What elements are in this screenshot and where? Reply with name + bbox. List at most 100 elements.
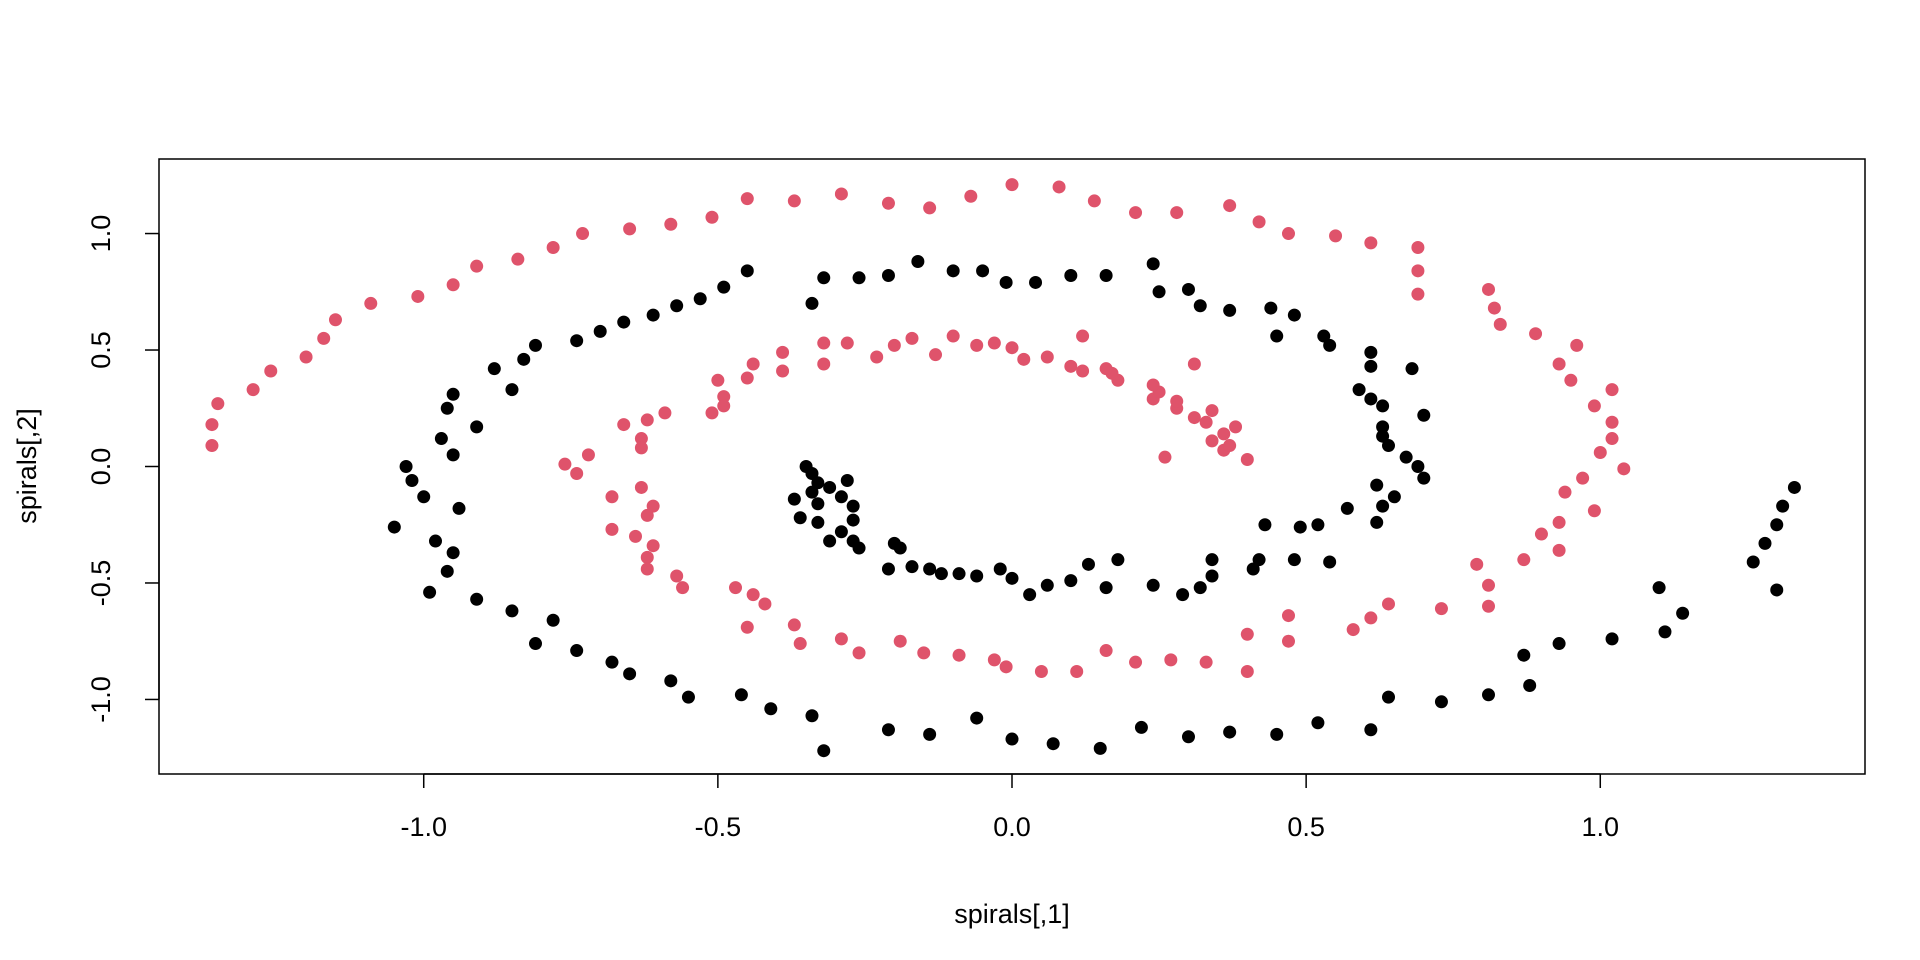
data-point-series-2 [852, 646, 866, 660]
data-point-series-2 [1281, 634, 1295, 648]
data-point-series-2 [1482, 282, 1496, 296]
data-point-series-1 [528, 338, 542, 352]
data-point-series-1 [1264, 301, 1278, 315]
data-point-series-2 [740, 620, 754, 634]
data-point-series-1 [817, 271, 831, 285]
data-point-series-2 [1252, 215, 1266, 229]
data-point-series-1 [1364, 359, 1378, 373]
data-point-series-1 [999, 275, 1013, 289]
data-point-series-1 [387, 520, 401, 534]
y-tick-label: -1.0 [86, 676, 116, 723]
x-tick-label: -1.0 [400, 812, 447, 842]
data-point-series-1 [1193, 299, 1207, 313]
data-point-series-2 [1164, 653, 1178, 667]
data-point-series-1 [1482, 688, 1496, 702]
data-point-series-1 [1746, 555, 1760, 569]
data-point-series-2 [1146, 378, 1160, 392]
data-point-series-1 [646, 308, 660, 322]
data-point-series-1 [623, 667, 637, 681]
data-point-series-2 [1170, 394, 1184, 408]
data-point-series-1 [570, 334, 584, 348]
data-point-series-1 [1411, 460, 1425, 473]
data-point-series-2 [1070, 665, 1084, 678]
data-point-series-2 [705, 210, 719, 224]
data-point-series-1 [787, 492, 801, 506]
data-point-series-2 [1223, 439, 1237, 453]
data-point-series-2 [1411, 264, 1425, 278]
data-point-series-1 [993, 562, 1007, 576]
data-point-series-1 [1287, 308, 1301, 322]
data-point-series-2 [1229, 420, 1243, 434]
data-point-series-1 [1552, 637, 1566, 651]
y-axis: -1.0 -0.5 0.0 0.5 1.0 [86, 215, 160, 723]
data-point-series-2 [893, 634, 907, 648]
data-point-series-1 [1146, 578, 1160, 592]
data-point-series-2 [834, 632, 848, 646]
data-point-series-1 [1340, 501, 1354, 515]
data-point-series-2 [634, 432, 648, 446]
data-point-series-2 [1587, 504, 1601, 518]
data-point-series-2 [576, 227, 590, 241]
data-point-series-2 [317, 331, 331, 345]
data-point-series-2 [917, 646, 931, 660]
data-point-series-1 [1023, 588, 1037, 602]
data-point-series-1 [811, 476, 825, 490]
data-point-series-2 [1205, 404, 1219, 418]
plot-frame [158, 158, 1866, 775]
data-point-series-1 [446, 387, 460, 401]
data-point-series-2 [1605, 383, 1619, 397]
data-point-series-1 [834, 490, 848, 504]
data-point-series-1 [817, 744, 831, 758]
data-point-series-1 [1517, 648, 1531, 662]
data-point-series-2 [558, 457, 572, 471]
data-point-series-2 [1064, 359, 1078, 373]
data-point-series-2 [634, 480, 648, 494]
data-point-series-2 [1558, 485, 1572, 499]
data-point-series-1 [470, 420, 484, 434]
data-point-series-2 [1017, 352, 1031, 366]
data-point-series-2 [1487, 301, 1501, 315]
data-point-series-1 [805, 296, 819, 310]
data-point-series-2 [1570, 338, 1584, 352]
data-point-series-2 [1381, 597, 1395, 611]
data-point-series-2 [881, 196, 895, 210]
data-point-series-1 [1205, 569, 1219, 583]
data-point-series-2 [1217, 427, 1231, 441]
data-point-series-2 [634, 441, 648, 455]
data-point-series-1 [805, 485, 819, 499]
data-point-series-2 [1099, 362, 1113, 376]
data-point-series-2 [1205, 434, 1219, 448]
data-point-series-1 [446, 546, 460, 560]
data-point-series-1 [1223, 303, 1237, 317]
data-point-series-2 [746, 357, 760, 371]
data-point-series-2 [1129, 206, 1143, 220]
data-point-series-1 [1381, 690, 1395, 704]
data-point-series-2 [1076, 364, 1090, 378]
data-point-series-2 [1329, 229, 1343, 243]
data-point-series-2 [1129, 655, 1143, 669]
data-point-series-1 [1270, 329, 1284, 343]
data-point-series-2 [629, 529, 643, 543]
data-point-series-2 [1605, 432, 1619, 446]
data-point-series-1 [446, 448, 460, 462]
data-point-series-2 [411, 289, 425, 303]
data-point-series-1 [1223, 725, 1237, 739]
data-point-series-2 [570, 466, 584, 480]
data-point-series-1 [570, 644, 584, 658]
data-point-series-2 [1052, 180, 1066, 194]
data-point-series-2 [840, 336, 854, 350]
data-point-series-2 [787, 194, 801, 208]
data-point-series-1 [546, 613, 560, 627]
data-point-series-1 [1270, 727, 1284, 741]
data-point-series-2 [1564, 373, 1578, 387]
data-point-series-2 [817, 336, 831, 350]
data-point-series-2 [581, 448, 595, 462]
data-point-series-2 [1534, 527, 1548, 541]
data-point-series-2 [964, 189, 978, 203]
data-point-series-1 [1376, 420, 1390, 434]
data-point-series-1 [805, 466, 819, 480]
data-point-series-1 [764, 702, 778, 716]
data-point-series-1 [1046, 737, 1060, 751]
data-point-series-1 [399, 460, 413, 473]
